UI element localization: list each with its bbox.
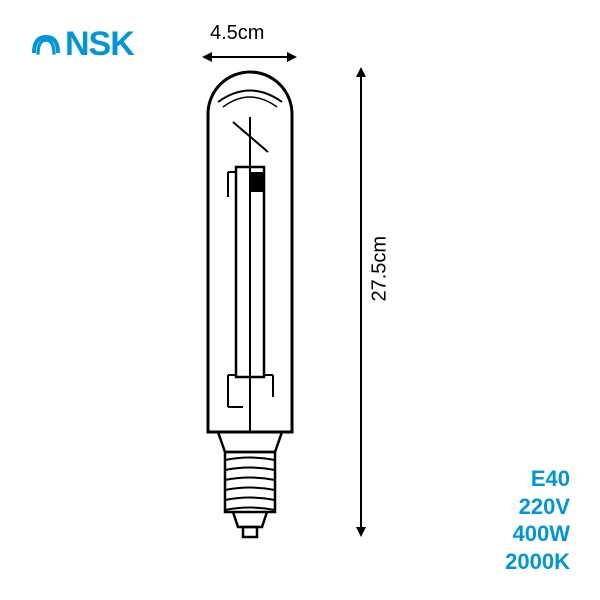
width-dimension-label: 4.5cm [210, 22, 264, 45]
specifications-list: E40 220V 400W 2000K [505, 465, 570, 575]
spec-voltage: 220V [505, 493, 570, 521]
height-arrow [352, 67, 370, 537]
spec-socket: E40 [505, 465, 570, 493]
spec-color-temp: 2000K [505, 548, 570, 576]
logo-icon [30, 29, 62, 61]
spec-wattage: 400W [505, 520, 570, 548]
logo-text: NSK [65, 25, 134, 64]
height-dimension-label: 27.5cm [369, 236, 392, 302]
brand-logo: NSK [30, 25, 134, 64]
width-arrow [202, 48, 297, 66]
bulb-diagram [203, 67, 303, 547]
